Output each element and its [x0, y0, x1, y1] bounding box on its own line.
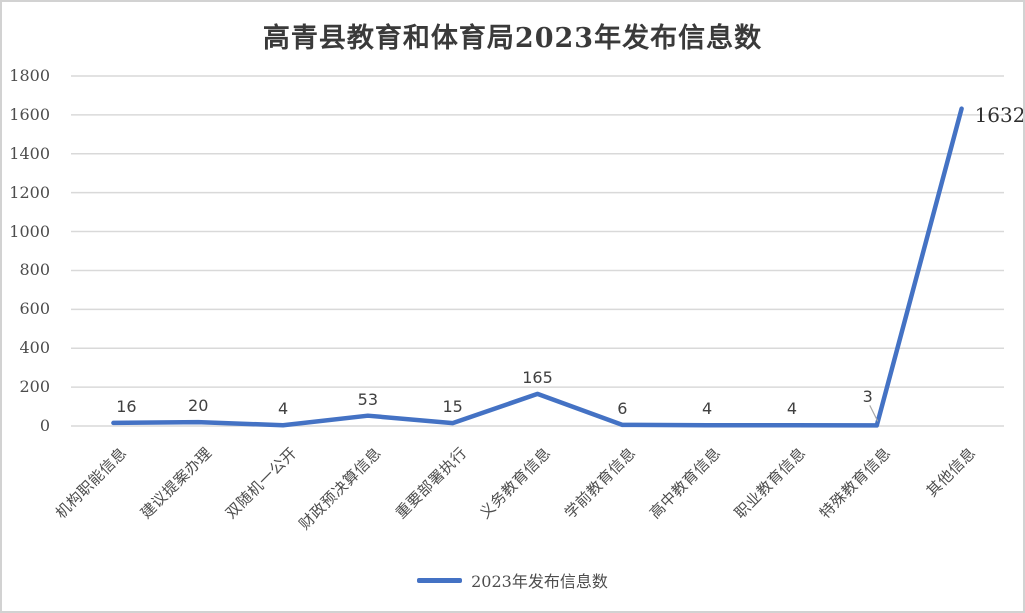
label-leader-line — [869, 405, 879, 422]
data-label: 4 — [702, 399, 713, 419]
y-tick-label: 0 — [39, 416, 50, 435]
y-tick-label: 400 — [19, 338, 50, 358]
legend: 2023年发布信息数 — [2, 568, 1023, 592]
y-tick-label: 1400 — [9, 143, 50, 163]
chart-title: 高青县教育和体育局2023年发布信息数 — [262, 23, 763, 54]
y-tick-label: 1000 — [9, 221, 50, 241]
series-line — [111, 106, 964, 428]
data-label: 4 — [277, 399, 289, 419]
data-label: 6 — [617, 398, 628, 418]
data-label-max: 1632 — [974, 102, 1025, 127]
y-tick-label: 1800 — [9, 66, 50, 85]
y-tick-label: 1200 — [9, 182, 50, 202]
y-tick-label: 1600 — [9, 104, 50, 124]
data-label: 15 — [442, 397, 463, 417]
y-tick-label: 600 — [19, 299, 50, 319]
y-tick-label: 800 — [19, 260, 50, 280]
data-label: 53 — [357, 389, 379, 409]
y-tick-label: 200 — [19, 377, 50, 397]
legend-label: 2023年发布信息数 — [471, 572, 608, 591]
data-label: 3 — [862, 387, 873, 407]
data-label: 20 — [188, 396, 209, 416]
data-label: 16 — [116, 396, 137, 416]
data-label: 4 — [786, 399, 798, 419]
data-label: 165 — [522, 367, 553, 387]
legend-line-swatch — [417, 577, 463, 583]
